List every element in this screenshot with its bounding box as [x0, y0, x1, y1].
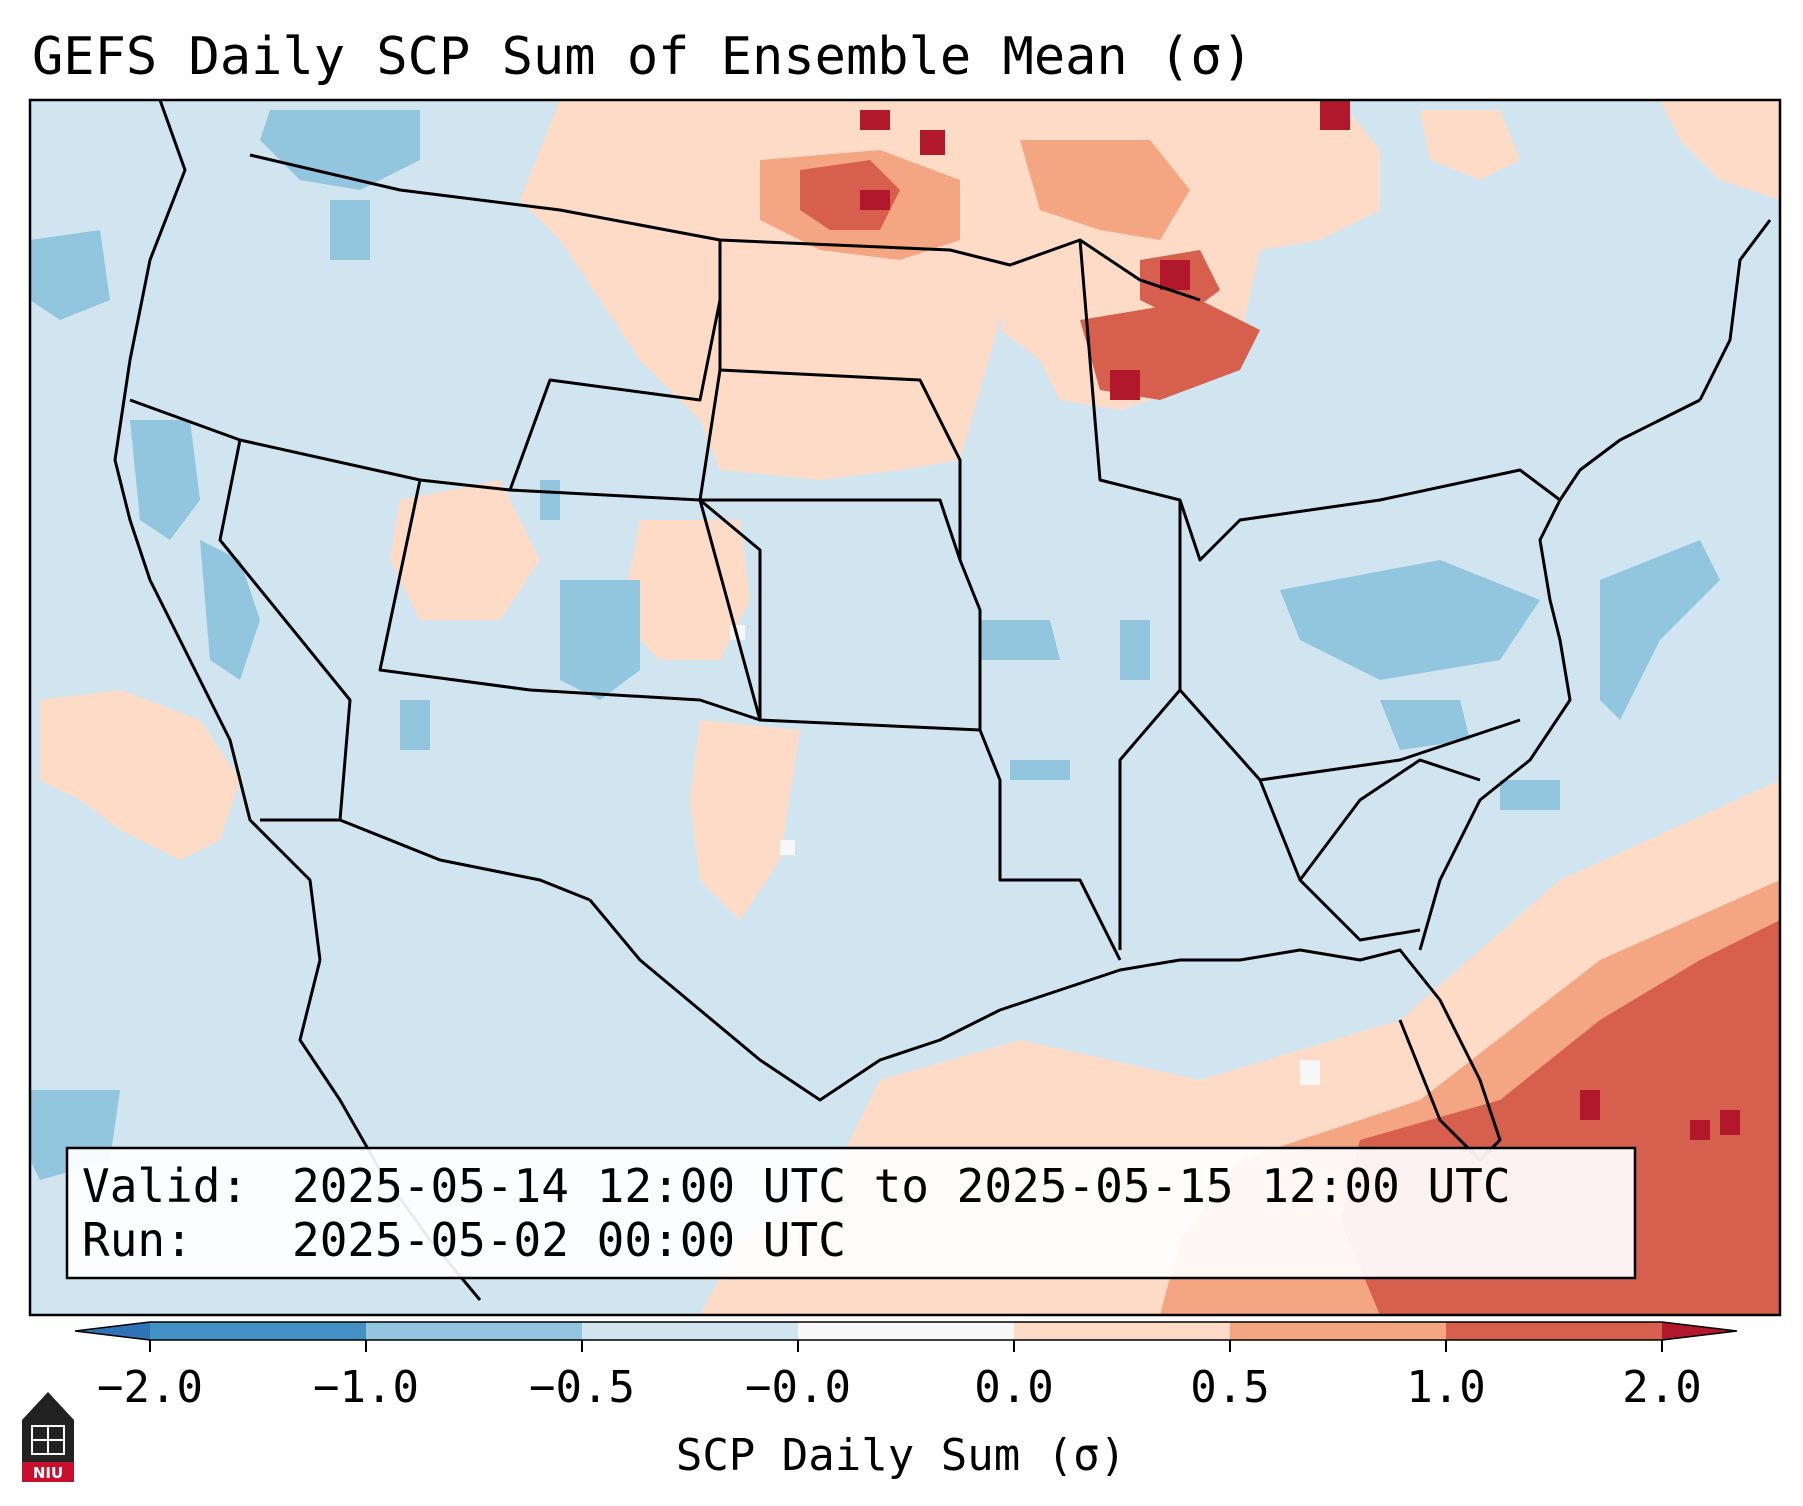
anomaly-cell-bahamas-1	[1580, 1090, 1600, 1120]
run-label: Run:	[82, 1213, 193, 1267]
coast-east	[1418, 398, 1701, 951]
map-panel	[30, 100, 1780, 1315]
anomaly-region-canada-core	[800, 160, 900, 230]
negative-cell-idaho	[330, 200, 370, 260]
colorbar-tick-label: 0.5	[1190, 1362, 1269, 1413]
boundary-mexico-us	[260, 818, 591, 902]
negative-region-washington	[260, 110, 420, 190]
colorbar-bin	[150, 1322, 367, 1340]
figure-title: GEFS Daily SCP Sum of Ensemble Mean (σ)	[32, 27, 1253, 87]
boundary-states-east	[1078, 239, 1561, 950]
colorbar-label: SCP Daily Sum (σ)	[676, 1430, 1126, 1481]
colorbar-tick-label: −2.0	[97, 1362, 203, 1413]
colorbar-tick-label: −1.0	[313, 1362, 419, 1413]
coast-gulf-mx	[588, 899, 1001, 1102]
colorbar-bin	[1230, 1322, 1447, 1340]
coast-west	[113, 100, 322, 961]
run-value: 2025-05-02 00:00 UTC	[292, 1213, 846, 1267]
anomaly-region-utah	[390, 480, 540, 620]
anomaly-region-pacific	[40, 690, 240, 860]
colorbar-bin	[1014, 1322, 1231, 1340]
negative-region-california	[130, 420, 200, 540]
negative-cell-az	[400, 700, 430, 750]
coast-new-england	[1698, 219, 1772, 401]
boundary-canada-us	[249, 153, 1201, 302]
anomaly-cell-canada-1	[860, 110, 890, 130]
niu-logo: NIU	[22, 1392, 74, 1482]
negative-region-atlantic	[1600, 540, 1720, 720]
niu-logo-text: NIU	[33, 1464, 63, 1482]
anomaly-region-great-lakes-core	[1020, 140, 1190, 240]
negative-region-virginia	[1280, 560, 1540, 680]
coast-gulf-us	[999, 948, 1502, 1162]
negative-region-pacific-north	[30, 230, 110, 320]
negative-cell-il	[1120, 620, 1150, 680]
negative-anomaly-fields	[30, 110, 1720, 1180]
colorbar-tick-label: −0.5	[529, 1362, 635, 1413]
anomaly-region-north-plains	[520, 100, 1160, 480]
info-box: Valid: 2025-05-14 12:00 UTC to 2025-05-1…	[65, 1146, 1637, 1280]
valid-value: 2025-05-14 12:00 UTC to 2025-05-15 12:00…	[292, 1159, 1511, 1213]
colorbar-tick-label: 2.0	[1622, 1362, 1701, 1413]
anomaly-region-texas-panhandle	[690, 720, 800, 920]
neutral-cell-texas	[780, 840, 795, 855]
anomaly-region-colorado	[620, 520, 750, 660]
colorbar-tick-label: −0.0	[745, 1362, 851, 1413]
colorbar-bin	[798, 1322, 1015, 1340]
colorbar-tick-label: 0.0	[974, 1362, 1053, 1413]
colorbar-bin	[1446, 1322, 1663, 1340]
colorbar-tick-label: 1.0	[1406, 1362, 1485, 1413]
valid-label: Valid:	[82, 1159, 248, 1213]
negative-cell-wyoming	[540, 480, 560, 520]
negative-region-nc	[1380, 700, 1470, 750]
anomaly-region-canada-east	[1420, 110, 1520, 180]
colorbar-extend-low	[75, 1322, 150, 1340]
anomaly-cell-superior	[1160, 260, 1190, 290]
colorbar-bin	[582, 1322, 799, 1340]
neutral-cell-gulf	[1300, 1060, 1320, 1085]
political-boundaries	[113, 100, 1772, 1301]
colorbar: −2.0 −1.0 −0.5 −0.0 0.0 0.5 1.0 2.0	[74, 1321, 1738, 1413]
colorbar-extend-high	[1662, 1322, 1737, 1340]
map-frame	[28, 98, 1782, 1317]
boundary-states-west	[129, 299, 762, 821]
colorbar-bin	[366, 1322, 583, 1340]
anomaly-cell-ontario	[1320, 100, 1350, 130]
negative-cell-ar	[1010, 760, 1070, 780]
anomaly-cell-bahamas-2	[1720, 1110, 1740, 1135]
negative-region-colorado	[560, 580, 640, 700]
anomaly-cell-michigan	[1110, 370, 1140, 400]
anomaly-cell-canada-3	[920, 130, 945, 155]
negative-cell-sc	[1500, 780, 1560, 810]
anomaly-region-maritimes	[1660, 100, 1780, 200]
niu-logo-band	[22, 1462, 74, 1482]
boundary-states-central	[698, 240, 1122, 961]
anomaly-cell-cuba	[1690, 1120, 1710, 1140]
negative-region-missouri	[980, 620, 1060, 660]
negative-region-nevada	[200, 540, 260, 680]
info-box-frame	[65, 1146, 1637, 1280]
anomaly-cell-canada-2	[860, 190, 890, 210]
